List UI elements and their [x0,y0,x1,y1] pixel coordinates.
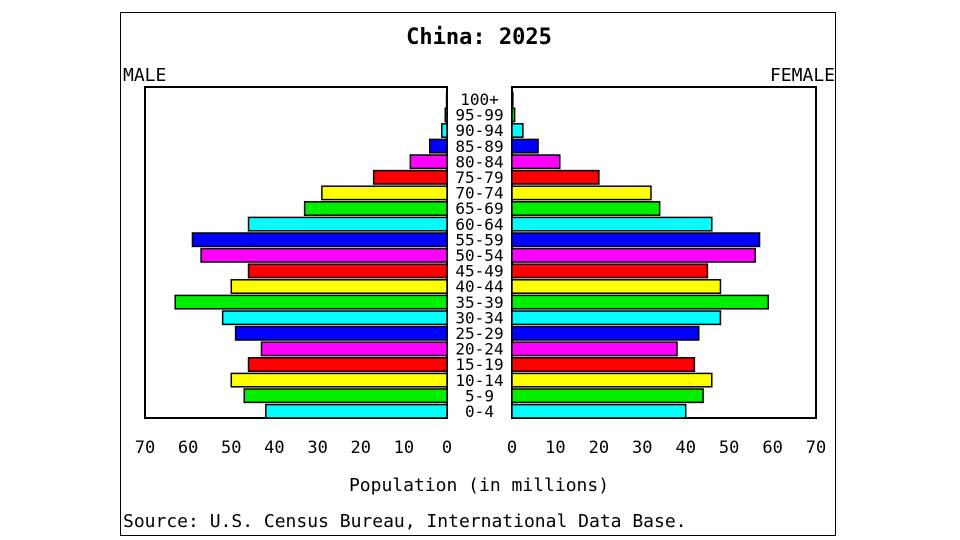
chart-frame: China: 2025 MALE FEMALE 0-4 5-9 10-14 15-19… [120,12,836,536]
male-bar-20-24 [260,341,448,357]
age-group-label: 15-19 [455,355,503,374]
age-group-label: 50-54 [455,246,503,265]
male-bar-0-4 [265,403,448,419]
age-group-label: 95-99 [455,106,503,125]
age-group-label: 75-79 [455,168,503,187]
age-labels-layer: 0-45-910-1415-1920-2425-2930-3435-3940-4… [455,90,503,421]
male-bar-90-94 [441,123,448,138]
male-label: MALE [123,65,166,86]
age-group-label: 0-4 [465,402,494,421]
female-bar-85-89 [511,138,539,154]
x-tick-label: 10 [545,438,565,458]
x-tick-label: 50 [719,438,739,458]
male-bar-45-49 [247,263,448,279]
age-group-label: 60-64 [455,215,503,234]
female-bar-65-69 [511,201,661,216]
male-bar-55-59 [191,232,448,248]
x-tick-label: 20 [589,438,609,458]
female-bar-70-74 [511,185,652,201]
female-bar-75-79 [511,169,600,185]
male-bar-95-99 [444,107,448,123]
age-group-label: 85-89 [455,137,503,156]
x-tick-label: 40 [675,438,695,458]
male-bar-35-39 [174,294,448,310]
female-bar-45-49 [511,263,709,279]
age-group-label: 10-14 [455,371,503,390]
age-group-label: 90-94 [455,121,503,140]
female-bar-40-44 [511,279,722,294]
male-bar-40-44 [230,279,448,294]
female-bar-15-19 [511,357,696,372]
age-group-label: 40-44 [455,277,503,296]
female-bar-30-34 [511,310,722,326]
male-bar-50-54 [200,247,448,263]
female-bar-5-9 [511,388,704,404]
age-group-label: 25-29 [455,324,503,343]
source-note: Source: U.S. Census Bureau, Internationa… [123,511,687,532]
x-tick-label: 30 [632,438,652,458]
x-tick-label: 70 [806,438,826,458]
female-label: FEMALE [770,65,835,86]
female-bar-95-99 [511,107,516,123]
female-bar-80-84 [511,154,561,170]
female-bar-35-39 [511,294,769,310]
age-group-label: 45-49 [455,262,503,281]
x-tick-label: 0 [442,438,452,458]
x-tick-label: 30 [307,438,327,458]
age-group-label: 70-74 [455,184,503,203]
male-bar-80-84 [409,154,448,170]
age-group-label: 35-39 [455,293,503,312]
x-tick-label: 50 [221,438,241,458]
age-group-label: 65-69 [455,199,503,218]
female-bar-10-14 [511,372,713,388]
female-bar-0-4 [511,403,687,419]
female-bar-20-24 [511,341,678,357]
bars-layer [174,91,769,419]
male-bar-75-79 [372,169,448,185]
male-bar-65-69 [303,201,448,216]
age-group-label: 80-84 [455,152,503,171]
age-group-label: 100+ [460,90,499,109]
male-bar-10-14 [230,372,448,388]
male-bar-30-34 [221,310,448,326]
female-bar-90-94 [511,123,524,138]
male-bar-60-64 [247,216,448,232]
x-tick-label: 10 [394,438,414,458]
female-bar-50-54 [511,247,756,263]
x-tick-label: 20 [350,438,370,458]
male-bar-85-89 [428,138,448,154]
x-tick-label: 40 [264,438,284,458]
age-group-label: 55-59 [455,230,503,249]
female-bar-25-29 [511,325,700,341]
x-tick-label: 60 [178,438,198,458]
male-bar-70-74 [321,185,448,201]
female-bar-55-59 [511,232,761,248]
age-group-label: 5-9 [465,386,494,405]
x-tick-label: 70 [135,438,155,458]
male-bar-15-19 [247,357,448,372]
x-tick-label: 0 [507,438,517,458]
age-group-label: 30-34 [455,308,503,327]
female-bar-100+ [511,91,514,107]
tick-labels-layer: 70 60 50 40 30 20 10 0 0 10 20 30 40 50 60 70 [135,438,826,458]
chart-title: China: 2025 [406,25,552,50]
female-bar-60-64 [511,216,713,232]
male-bar-25-29 [234,325,448,341]
age-group-label: 20-24 [455,340,503,359]
population-pyramid-chart: China: 2025 MALE FEMALE 0-45-910-1415-19… [123,25,835,532]
x-tick-label: 60 [762,438,782,458]
x-axis-label: Population (in millions) [349,475,609,496]
male-bar-5-9 [243,388,448,404]
